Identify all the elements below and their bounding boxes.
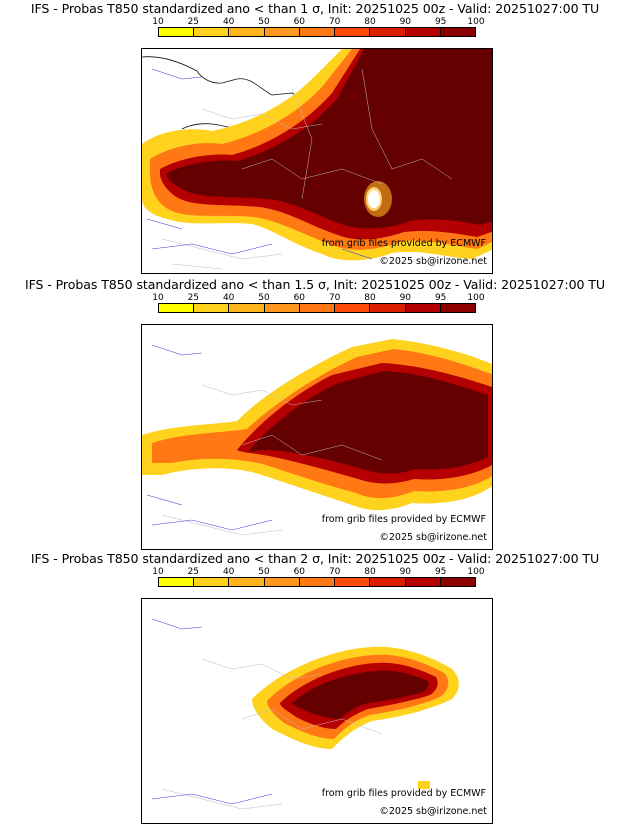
colorbar-swatch <box>264 28 300 36</box>
probability-spot <box>418 781 430 789</box>
colorbar-tick: 100 <box>467 17 485 27</box>
colorbar-tick: 95 <box>434 567 447 577</box>
colorbar-tick: 10 <box>152 17 164 27</box>
colorbar-tick: 80 <box>364 17 376 27</box>
probability-area-max <box>247 371 488 474</box>
colorbar <box>158 303 476 313</box>
colorbar-tick: 90 <box>399 293 412 303</box>
colorbar-tick: 90 <box>399 567 412 577</box>
colorbar-swatch <box>194 304 230 312</box>
colorbar-tick: 25 <box>187 567 200 577</box>
colorbar-swatch <box>335 28 371 36</box>
colorbar-swatch <box>264 578 300 586</box>
colorbar-swatch <box>405 28 441 36</box>
colorbar-tick: 40 <box>222 17 235 27</box>
data-source-credit: from grib files provided by ECMWF <box>321 788 486 799</box>
colorbar-tick: 60 <box>293 293 306 303</box>
colorbar-swatch <box>159 304 195 312</box>
colorbar-tick: 70 <box>328 567 341 577</box>
colorbar-swatch <box>299 578 336 586</box>
colorbar-swatch <box>335 578 371 586</box>
colorbar-tick: 80 <box>364 293 376 303</box>
colorbar-tick: 60 <box>293 567 306 577</box>
colorbar <box>158 577 476 587</box>
data-source-credit: from grib files provided by ECMWF <box>321 514 486 525</box>
colorbar-swatch <box>335 304 371 312</box>
colorbar-tick: 100 <box>467 567 485 577</box>
probability-map: from grib files provided by ECMWF ©2025 … <box>141 598 493 824</box>
colorbar <box>158 27 476 37</box>
colorbar-tick: 40 <box>222 567 235 577</box>
colorbar-swatch <box>440 578 475 586</box>
colorbar-swatch <box>229 578 265 586</box>
probability-map: from grib files provided by ECMWF ©2025 … <box>141 324 493 550</box>
colorbar-swatch <box>370 28 406 36</box>
colorbar-swatch <box>299 304 336 312</box>
probability-area-max <box>167 49 492 229</box>
copyright-credit: ©2025 sb@irizone.net <box>379 806 487 817</box>
rivers <box>146 344 273 531</box>
colorbar-tick: 25 <box>187 293 200 303</box>
colorbar-tick: 70 <box>328 17 341 27</box>
panel-title: IFS - Probas T850 standardized ano < tha… <box>30 1 600 16</box>
colorbar-tick-labels: 10 25 40 50 60 70 80 90 95 100 <box>152 17 484 27</box>
colorbar-swatch <box>194 578 230 586</box>
colorbar-tick: 100 <box>467 293 485 303</box>
colorbar-swatch <box>229 304 265 312</box>
copyright-credit: ©2025 sb@irizone.net <box>379 256 487 267</box>
colorbar-tick: 95 <box>434 17 447 27</box>
colorbar-tick: 95 <box>434 293 447 303</box>
probability-area-max <box>292 670 429 719</box>
forecast-panel-1-5-sigma: IFS - Probas T850 standardized ano < tha… <box>0 276 630 550</box>
colorbar-swatch <box>405 578 441 586</box>
colorbar-swatch <box>159 28 195 36</box>
colorbar-tick-labels: 10 25 40 50 60 70 80 90 95 100 <box>152 567 484 577</box>
colorbar-tick: 90 <box>399 17 412 27</box>
colorbar-swatch <box>440 304 475 312</box>
colorbar-tick: 25 <box>187 17 200 27</box>
rivers <box>146 68 373 260</box>
data-source-credit: from grib files provided by ECMWF <box>321 238 486 249</box>
colorbar-tick: 60 <box>293 17 306 27</box>
country-borders <box>161 68 453 270</box>
panel-title: IFS - Probas T850 standardized ano < tha… <box>30 551 600 566</box>
colorbar-tick: 40 <box>222 293 235 303</box>
panel-title: IFS - Probas T850 standardized ano < tha… <box>24 277 606 292</box>
colorbar-swatch <box>405 304 441 312</box>
map-canvas <box>142 339 492 536</box>
forecast-panel-1-sigma: IFS - Probas T850 standardized ano < tha… <box>0 0 630 274</box>
colorbar-tick: 10 <box>152 567 164 577</box>
country-borders <box>161 384 383 536</box>
rivers <box>151 618 273 805</box>
colorbar-swatch <box>440 28 475 36</box>
colorbar-swatch <box>229 28 265 36</box>
colorbar-swatch <box>370 578 406 586</box>
probability-map: from grib files provided by ECMWF ©2025 … <box>141 48 493 274</box>
colorbar-tick: 80 <box>364 567 376 577</box>
country-borders <box>161 658 383 810</box>
map-canvas <box>151 618 459 810</box>
colorbar-swatch <box>299 28 336 36</box>
forecast-panel-2-sigma: IFS - Probas T850 standardized ano < tha… <box>0 550 630 824</box>
colorbar-tick: 50 <box>258 17 270 27</box>
colorbar-tick: 50 <box>258 567 270 577</box>
colorbar-swatch <box>194 28 230 36</box>
low-probability-hole <box>368 190 380 208</box>
colorbar-swatch <box>264 304 300 312</box>
copyright-credit: ©2025 sb@irizone.net <box>379 532 487 543</box>
colorbar-tick: 10 <box>152 293 164 303</box>
colorbar-swatch <box>159 578 195 586</box>
colorbar-tick-labels: 10 25 40 50 60 70 80 90 95 100 <box>152 293 484 303</box>
colorbar-swatch <box>370 304 406 312</box>
colorbar-tick: 70 <box>328 293 341 303</box>
map-canvas <box>142 49 492 270</box>
colorbar-tick: 50 <box>258 293 270 303</box>
